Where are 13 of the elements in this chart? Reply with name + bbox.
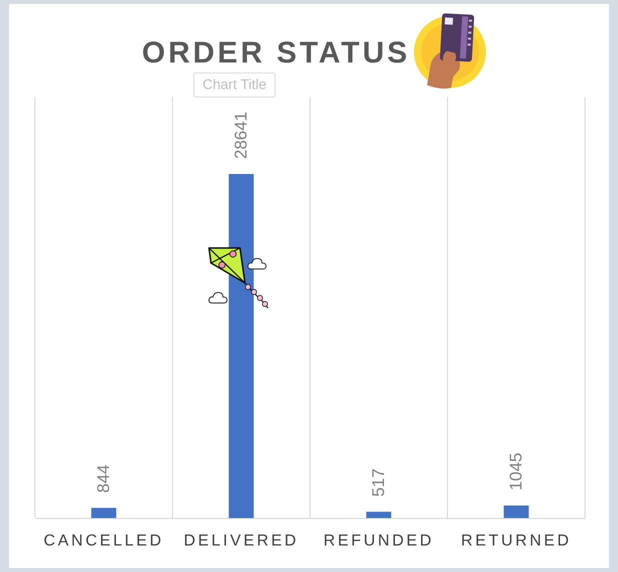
x-tick-label: RETURNED: [461, 532, 572, 550]
data-label: 1045: [506, 452, 526, 490]
bar: [366, 512, 392, 518]
chart-title: ORDER STATUS: [142, 36, 410, 70]
data-label: 517: [368, 468, 388, 497]
x-tick-label: DELIVERED: [184, 532, 299, 550]
bar: [91, 508, 116, 518]
data-label: 844: [94, 464, 113, 493]
x-tick-label: REFUNDED: [324, 532, 434, 550]
bar: [504, 505, 529, 518]
data-label: 28641: [231, 112, 250, 159]
text: Chart Title: [202, 76, 267, 92]
x-tick-label: CANCELLED: [44, 532, 164, 550]
